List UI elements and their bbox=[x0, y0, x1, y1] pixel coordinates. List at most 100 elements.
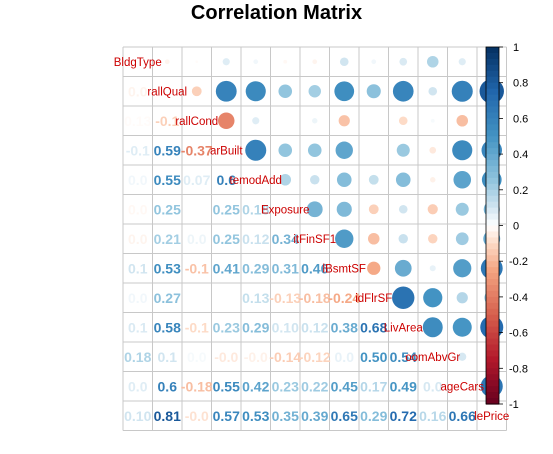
colorbar-segment bbox=[486, 261, 499, 268]
colorbar-segment bbox=[486, 47, 499, 54]
correlation-value: 0.29 bbox=[242, 260, 269, 276]
correlation-value: 0.45 bbox=[331, 378, 358, 394]
correlation-value: 0.31 bbox=[272, 260, 299, 276]
colorbar-segment bbox=[486, 356, 499, 363]
correlation-value: -0.18 bbox=[299, 290, 331, 306]
correlation-circle bbox=[426, 55, 439, 68]
colorbar-tick-label: -0.2 bbox=[509, 256, 528, 268]
variable-label: LivArea bbox=[384, 322, 424, 334]
correlation-value: 0.0 bbox=[187, 201, 207, 217]
colorbar-segment bbox=[486, 118, 499, 125]
correlation-value: 0.17 bbox=[360, 378, 387, 394]
colorbar-segment bbox=[486, 344, 499, 352]
correlation-circle bbox=[215, 80, 237, 102]
correlation-circle bbox=[312, 59, 318, 65]
colorbar-segment bbox=[486, 243, 499, 250]
colorbar-segment bbox=[486, 314, 499, 322]
correlation-value: 0.12 bbox=[242, 231, 269, 247]
variable-label: idFlrSF bbox=[355, 293, 392, 305]
correlation-circle bbox=[335, 229, 354, 248]
colorbar-tick-label: 0.4 bbox=[513, 149, 528, 161]
correlation-circle bbox=[222, 58, 230, 66]
colorbar-segment bbox=[486, 350, 499, 357]
colorbar-segment bbox=[486, 285, 499, 292]
colorbar-segment bbox=[486, 374, 499, 381]
colorbar-segment bbox=[486, 177, 499, 185]
colorbar-tick-label: 0.8 bbox=[513, 78, 528, 90]
colorbar-tick-label: -1 bbox=[509, 399, 519, 411]
colorbar-segment bbox=[486, 207, 499, 215]
correlation-circle bbox=[310, 175, 320, 185]
correlation-value: -0.13 bbox=[269, 290, 301, 306]
colorbar-segment bbox=[486, 64, 499, 72]
correlation-circle bbox=[338, 115, 350, 127]
correlation-circle bbox=[398, 234, 408, 244]
colorbar-segment bbox=[486, 58, 499, 66]
correlation-value: 0.0 bbox=[423, 378, 443, 394]
correlation-value: 0.1 bbox=[158, 349, 178, 365]
variable-label: lBsmtSF bbox=[323, 263, 366, 275]
colorbar-segment bbox=[486, 52, 499, 60]
correlation-circle bbox=[458, 58, 466, 66]
correlation-circle bbox=[428, 234, 438, 244]
correlation-value: 0.34 bbox=[272, 231, 299, 247]
correlation-value: 0.10 bbox=[124, 408, 151, 424]
correlation-circle bbox=[218, 112, 235, 129]
correlation-value: 0.0 bbox=[335, 349, 355, 365]
correlation-circle bbox=[335, 141, 353, 159]
correlation-circle bbox=[456, 114, 469, 127]
correlation-value: 0.1 bbox=[128, 319, 148, 335]
correlation-value: 0.0 bbox=[128, 290, 148, 306]
colorbar-segment bbox=[486, 255, 499, 262]
correlation-value: 0.68 bbox=[360, 319, 387, 335]
colorbar-segment bbox=[486, 320, 499, 328]
correlation-value: 0.35 bbox=[272, 408, 299, 424]
colorbar-segment bbox=[486, 94, 499, 102]
correlation-value: -0.0 bbox=[244, 349, 268, 365]
colorbar-segment bbox=[486, 124, 499, 131]
correlation-value: 0.0 bbox=[217, 290, 237, 306]
colorbar-segment bbox=[486, 70, 499, 78]
colorbar-segment bbox=[486, 112, 499, 119]
correlation-value: -0.1 bbox=[155, 113, 179, 129]
correlation-circle bbox=[164, 59, 170, 65]
colorbar-segment bbox=[486, 166, 499, 173]
correlation-value: 0.49 bbox=[390, 378, 417, 394]
colorbar-segment bbox=[486, 88, 499, 96]
correlation-circle bbox=[279, 173, 292, 186]
correlation-value: 0.65 bbox=[331, 408, 358, 424]
correlation-circle bbox=[245, 81, 266, 102]
colorbar-segment bbox=[486, 249, 499, 256]
variable-label: itFinSF1 bbox=[293, 234, 336, 246]
correlation-circle bbox=[191, 86, 202, 97]
correlation-value: -0.37 bbox=[181, 142, 213, 158]
variable-label: temodAdd bbox=[230, 175, 282, 187]
correlation-value: 0.1 bbox=[128, 260, 148, 276]
colorbar-tick-label: 1 bbox=[513, 42, 519, 54]
correlation-value: 0.23 bbox=[213, 319, 240, 335]
correlation-circle bbox=[422, 317, 443, 338]
colorbar-segment bbox=[486, 279, 499, 286]
colorbar-tick-label: 0.6 bbox=[513, 113, 528, 125]
correlation-value: 0.53 bbox=[154, 260, 181, 276]
correlation-circle bbox=[451, 80, 473, 102]
correlation-value: 0.0 bbox=[187, 231, 207, 247]
correlation-value: 0.42 bbox=[242, 378, 269, 394]
correlation-circle bbox=[336, 172, 352, 188]
correlation-value: 0.13 bbox=[242, 290, 269, 306]
correlation-value: -0.1 bbox=[185, 319, 209, 335]
correlation-circle bbox=[458, 352, 467, 361]
colorbar-segment bbox=[486, 183, 499, 191]
correlation-value: 0.41 bbox=[213, 260, 240, 276]
correlation-circle bbox=[308, 85, 321, 98]
correlation-circle bbox=[394, 259, 412, 277]
correlation-circle bbox=[278, 84, 293, 99]
correlation-circle bbox=[366, 84, 381, 99]
correlation-circle bbox=[456, 292, 468, 304]
colorbar-segment bbox=[486, 189, 499, 197]
correlation-circle bbox=[339, 57, 349, 67]
correlation-circle bbox=[371, 59, 377, 65]
correlation-value: 0.55 bbox=[154, 172, 181, 188]
